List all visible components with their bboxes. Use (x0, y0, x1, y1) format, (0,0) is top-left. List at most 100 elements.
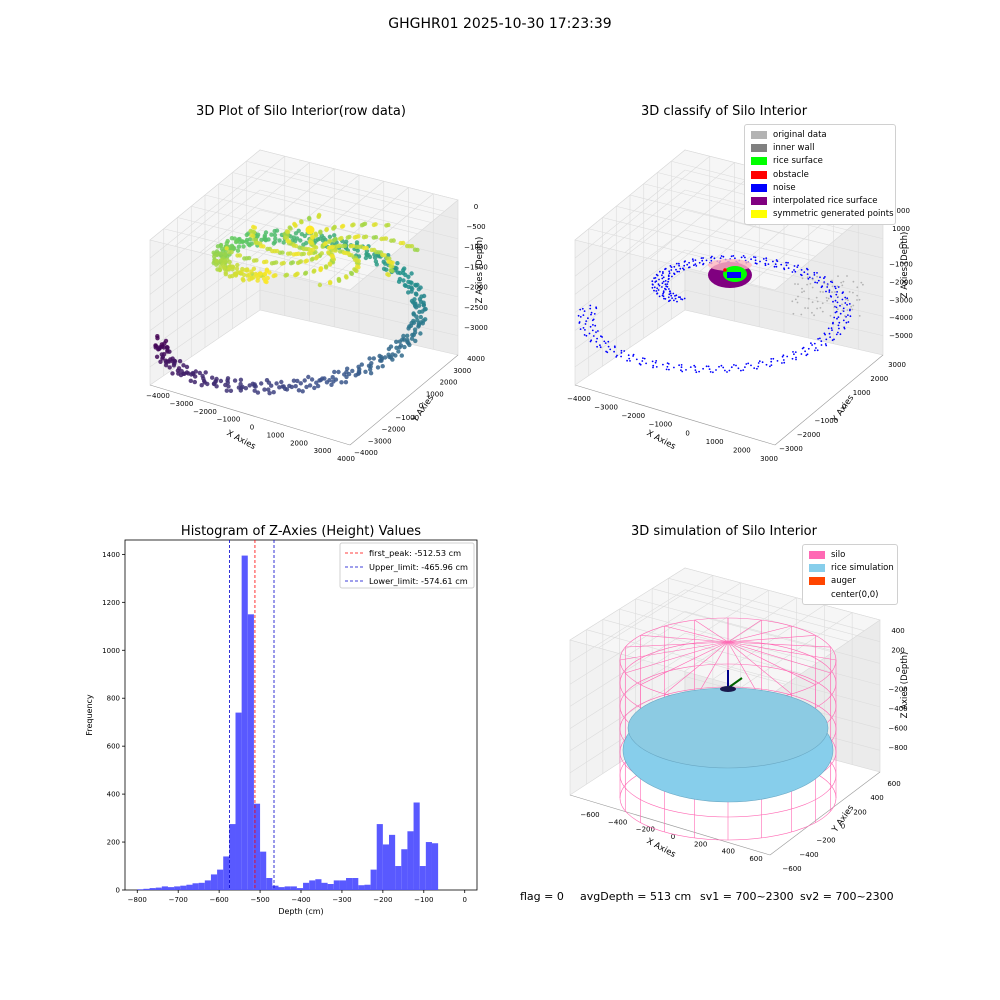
panel4-title: 3D simulation of Silo Interior (631, 524, 817, 539)
noise-point (662, 280, 665, 283)
wall-point (806, 283, 808, 286)
noise-point (676, 300, 678, 303)
histogram-bar (333, 880, 340, 890)
data-point (383, 261, 388, 266)
x-tick-label: −3000 (170, 400, 194, 408)
noise-point (839, 312, 842, 315)
data-point (227, 266, 232, 272)
data-point (337, 249, 343, 254)
noise-point (666, 283, 669, 285)
data-point (259, 381, 264, 386)
grid-line (259, 289, 459, 336)
noise-point (765, 257, 768, 260)
histogram-bar (376, 824, 383, 890)
data-point (301, 251, 306, 256)
noise-point (656, 287, 659, 290)
noise-point (786, 355, 789, 358)
grid-line (684, 597, 797, 672)
data-point (348, 270, 354, 276)
noise-point (849, 308, 851, 311)
data-point (423, 317, 428, 322)
noise-point (698, 261, 701, 264)
data-point (371, 235, 376, 240)
grid-line (598, 575, 714, 649)
noise-point (654, 281, 657, 283)
noise-point (710, 256, 712, 259)
silo-roof-rib (625, 641, 729, 674)
avg-depth-text: avgDepth = 513 cm (580, 890, 692, 903)
data-point (352, 235, 357, 240)
noise-point (680, 369, 682, 372)
data-point (371, 356, 376, 361)
data-point (298, 381, 303, 386)
data-point (350, 223, 355, 228)
legend-entry: center(0,0) (809, 588, 891, 601)
wall-point (841, 303, 843, 306)
data-point (288, 226, 293, 231)
data-point (288, 251, 293, 256)
x-tick-label: 3000 (314, 447, 332, 455)
data-point (279, 379, 284, 385)
noise-point (834, 299, 837, 302)
noise-point (675, 262, 678, 265)
data-point (234, 266, 240, 271)
noise-point (781, 362, 783, 364)
data-point (239, 269, 244, 275)
data-point (412, 327, 418, 332)
noise-point (693, 364, 696, 367)
data-point (316, 214, 321, 219)
noise-point (671, 275, 673, 278)
noise-point (614, 346, 616, 349)
grid-line (149, 289, 261, 368)
noise-point (655, 366, 658, 368)
rice-simulation-top (627, 687, 829, 769)
grid-line (684, 654, 881, 708)
y-tick-label: 0 (116, 887, 120, 895)
data-point (161, 345, 166, 350)
noise-point (757, 365, 760, 368)
noise-point (710, 259, 713, 262)
noise-point (802, 346, 805, 349)
data-point (189, 372, 194, 377)
noise-point (765, 259, 768, 262)
data-point (299, 220, 304, 225)
noise-point (753, 256, 755, 258)
histogram-bar (198, 882, 205, 890)
noise-point (596, 337, 598, 340)
noise-point (750, 364, 752, 367)
data-point (251, 266, 257, 271)
wall-point (841, 284, 844, 287)
data-point (380, 252, 385, 258)
data-point (324, 227, 329, 233)
noise-point (675, 294, 678, 297)
data-point (402, 283, 408, 288)
data-point (402, 266, 407, 271)
legend-label: symmetric generated points (773, 209, 894, 220)
noise-point (813, 271, 816, 274)
grid-line (684, 589, 881, 643)
wall-point (809, 282, 812, 285)
data-point (339, 380, 344, 385)
histogram-bar (174, 886, 181, 890)
y-tick-label: 0 (842, 403, 846, 411)
data-point (293, 384, 298, 389)
legend-entry: rice surface (751, 155, 889, 168)
noise-point (836, 301, 839, 304)
wall-point (823, 282, 826, 285)
noise-point (658, 284, 661, 287)
wall-point (807, 307, 809, 309)
histogram-bar (210, 874, 218, 890)
wall-point (816, 307, 818, 310)
noise-point (810, 342, 812, 345)
data-point (218, 264, 223, 269)
noise-point (669, 292, 672, 295)
noise-point (597, 330, 599, 332)
data-point (310, 256, 315, 261)
data-point (350, 368, 355, 374)
noise-point (582, 327, 585, 329)
noise-point (780, 263, 783, 266)
noise-point (702, 263, 704, 266)
z-tick-label: −5000 (889, 332, 913, 340)
noise-point (791, 357, 794, 360)
noise-point (813, 342, 816, 345)
